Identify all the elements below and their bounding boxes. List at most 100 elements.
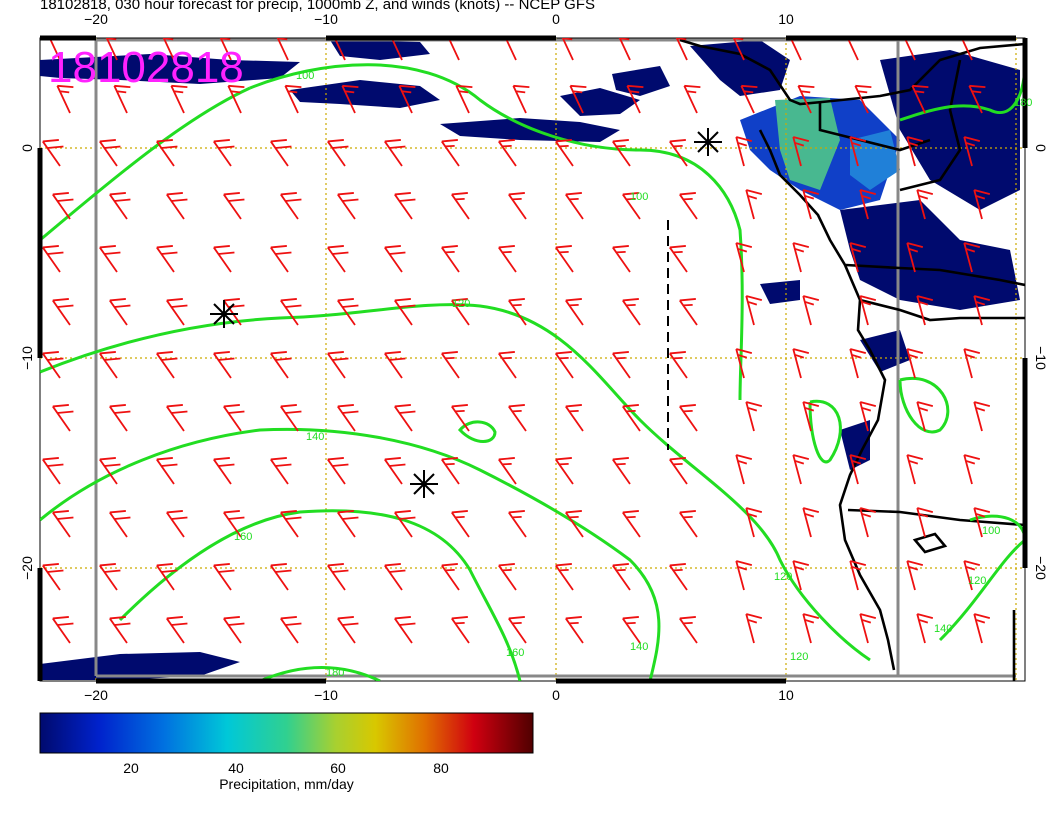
wind-barb [508,510,527,538]
wind-barb [52,510,74,538]
wind-barb [384,351,406,379]
wind-barb [99,563,121,591]
wind-barb [802,507,820,538]
wind-barb [451,298,470,326]
precip-patch-southwest [40,652,240,680]
wind-barb [683,84,701,114]
wind-barb [916,613,934,644]
wind-barb [280,404,302,432]
contour-label: 180 [1014,97,1032,109]
wind-barb [916,295,934,326]
contour-label: 120 [790,651,808,663]
wind-barb [280,616,302,644]
wind-barb [916,507,934,538]
wind-barb [622,298,641,326]
wind-barb [498,457,517,485]
border-3 [859,298,1025,322]
wind-barb [859,295,877,326]
wind-barb [626,84,644,114]
lat-tick: −20 [1033,556,1049,580]
wind-barb [735,560,753,591]
wind-barb [270,457,292,485]
wind-barb [612,351,631,379]
precip-patch-north-1 [290,80,440,108]
low-marker-1 [210,300,238,328]
wind-barb [849,454,867,485]
wind-barb [802,401,820,432]
wind-barbs [42,38,991,644]
wind-barb [792,348,810,379]
low-marker-3 [694,128,722,156]
wind-barb [441,139,460,167]
wind-barb [911,84,929,114]
lat-ticks-left: 0 −10 −20 [19,144,35,580]
wind-barb [906,560,924,591]
wind-barb [52,404,74,432]
low-marker-2 [410,470,438,498]
wind-barb [451,404,470,432]
contour-label: 120 [774,571,792,583]
wind-barb [973,189,991,220]
precip-patch-guinea-2 [690,40,790,96]
precip-patch-northwest [40,54,300,84]
lat-tick: −20 [19,556,35,580]
wind-barb [916,189,934,220]
wind-barb [565,510,584,538]
wind-barb [745,189,763,220]
precip-patch-south [760,280,800,304]
map-title: 18102818, 030 hour forecast for precip, … [40,0,595,13]
wind-barb [859,401,877,432]
contour-label: 180 [326,667,344,679]
wind-barb [622,616,641,644]
wind-barb [508,404,527,432]
precip-patch-north-3 [440,118,620,142]
wind-barb [802,295,820,326]
wind-barb [916,401,934,432]
wind-barb [327,351,349,379]
wind-barb [612,457,631,485]
wind-barb [569,84,587,114]
wind-barb [859,189,877,220]
wind-barb [223,192,245,220]
wind-barb [99,245,121,273]
contour-label: 100 [982,525,1000,537]
wind-barb [679,510,698,538]
contour-east-4 [899,59,1025,122]
lon-ticks-top: −20 −10 0 10 [84,11,794,27]
wind-barb [451,510,470,538]
contour-label: 140 [306,431,324,443]
colorbar-ticks: 20 40 60 80 [123,760,449,776]
wind-barb [745,507,763,538]
colorbar-tick: 40 [228,760,244,776]
wind-barb [109,192,131,220]
wind-barb [669,139,688,167]
contour-140 [40,427,661,681]
lon-tick: −20 [84,687,108,703]
wind-barb [156,457,178,485]
wind-barb [973,613,991,644]
wind-barb [555,245,574,273]
precip-patch-congo [840,200,1020,310]
wind-barb [735,136,753,167]
wind-barb [270,351,292,379]
wind-barb [441,563,460,591]
precip-patch-north-2 [330,40,430,60]
wind-barb [156,139,178,167]
date-stamp: 18102818 [48,43,244,92]
wind-barb [508,616,527,644]
wind-barb [673,38,691,61]
wind-barb [669,563,688,591]
wind-barb [555,563,574,591]
wind-barb [498,245,517,273]
wind-barb [555,351,574,379]
wind-barb [52,298,74,326]
wind-barb [849,136,867,167]
wind-barb [337,192,359,220]
wind-barb [622,404,641,432]
wind-barb [565,404,584,432]
wind-barb [906,242,924,273]
wind-barb [669,245,688,273]
lat-tick: −10 [19,346,35,370]
wind-barb [394,616,416,644]
wind-barb [270,245,292,273]
